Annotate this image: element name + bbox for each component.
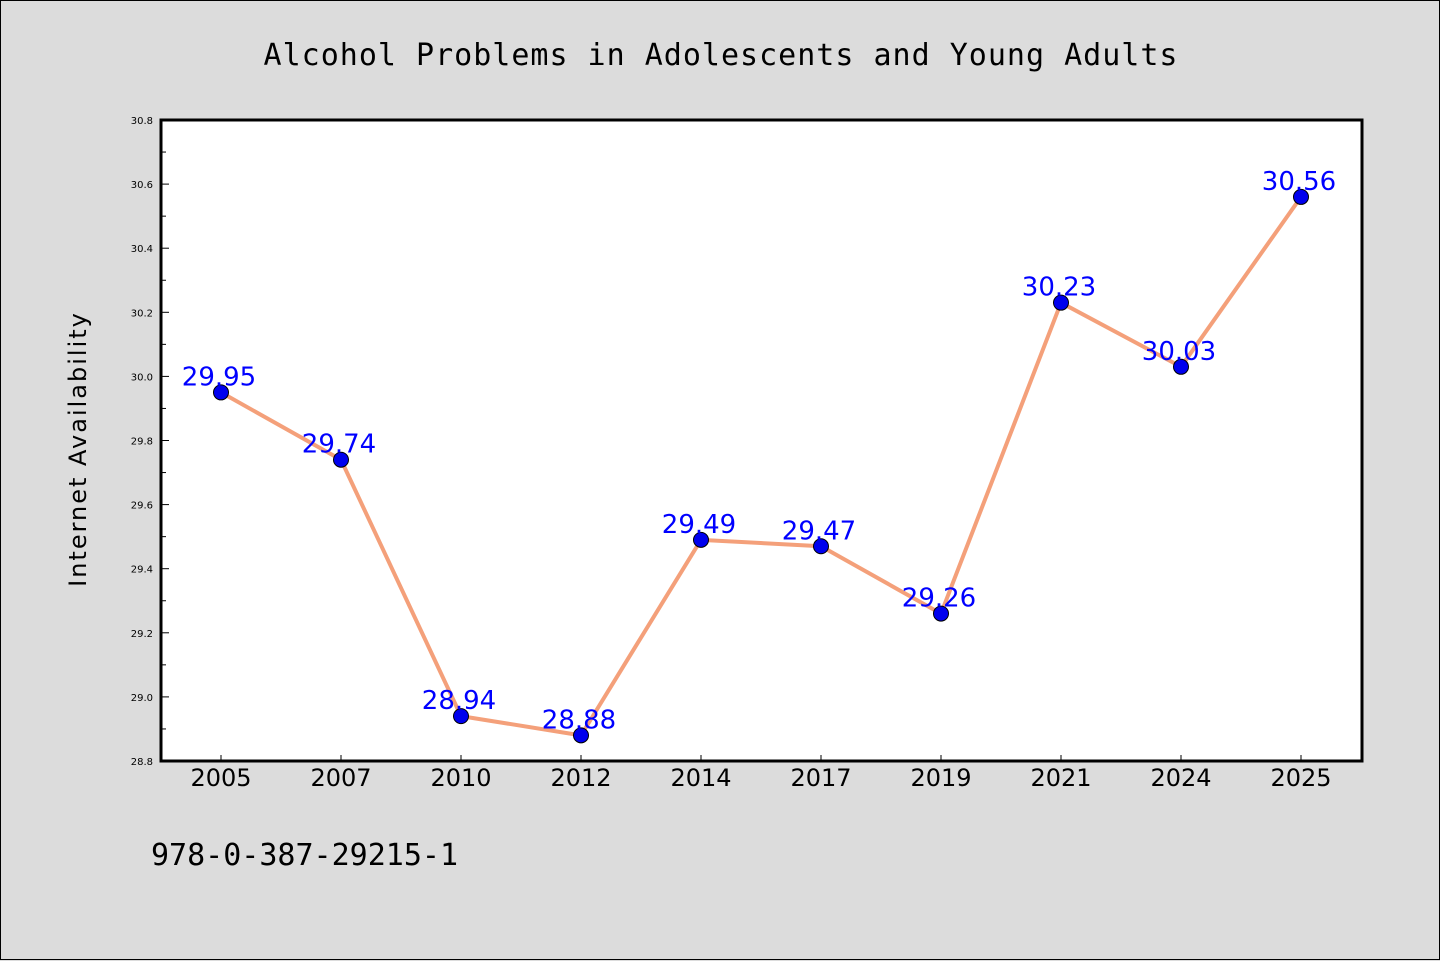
data-point bbox=[813, 538, 829, 555]
x-tick-label: 2017 bbox=[790, 764, 851, 792]
y-tick-label: 30.0 bbox=[131, 372, 153, 383]
y-tick-label: 30.8 bbox=[131, 116, 153, 127]
chart-title: Alcohol Problems in Adolescents and Youn… bbox=[264, 38, 1179, 73]
footer-code: 978-0-387-29215-1 bbox=[151, 838, 458, 873]
data-label: 29.74 bbox=[302, 430, 376, 460]
y-axis-label: Internet Availability bbox=[64, 311, 92, 587]
data-point bbox=[1173, 358, 1189, 375]
y-tick-label: 29.6 bbox=[131, 501, 153, 512]
plot-area bbox=[159, 118, 1364, 763]
data-point bbox=[453, 708, 469, 725]
x-tick-label: 2010 bbox=[430, 764, 491, 792]
data-point bbox=[933, 605, 949, 622]
data-point bbox=[573, 727, 589, 744]
x-tick-label: 2012 bbox=[550, 764, 611, 792]
data-label: 29.26 bbox=[902, 584, 976, 614]
x-tick-label: 2014 bbox=[670, 764, 731, 792]
y-tick-label: 29.2 bbox=[131, 629, 153, 640]
data-label: 29.49 bbox=[662, 510, 736, 540]
y-tick-label: 29.4 bbox=[131, 565, 153, 576]
series-line bbox=[220, 195, 1303, 738]
data-label: 29.95 bbox=[182, 362, 256, 392]
x-axis: 2005 2007 2010 2012 2014 2017 2019 2021 2024 2025 bbox=[190, 755, 1332, 792]
y-tick-label: 29.8 bbox=[131, 437, 153, 448]
x-tick-label: 2024 bbox=[1150, 764, 1211, 792]
y-tick-label: 29.0 bbox=[131, 693, 153, 704]
data-point bbox=[1293, 188, 1309, 205]
x-tick-label: 2025 bbox=[1270, 764, 1331, 792]
x-tick-label: 2021 bbox=[1030, 764, 1091, 792]
y-axis: 28.8 29.0 29.2 29.4 29.6 29.8 30.0 30.2 30.4 30.6… bbox=[131, 116, 169, 768]
x-tick-label: 2007 bbox=[310, 764, 371, 792]
data-label: 30.56 bbox=[1262, 167, 1336, 197]
y-tick-label: 30.2 bbox=[131, 308, 153, 319]
data-point bbox=[333, 451, 349, 468]
data-point bbox=[1053, 294, 1069, 311]
data-label: 29.47 bbox=[782, 516, 856, 546]
data-point bbox=[693, 531, 709, 548]
y-tick-label: 28.8 bbox=[131, 757, 153, 768]
data-label: 28.88 bbox=[542, 705, 616, 735]
data-label: 30.03 bbox=[1142, 337, 1216, 367]
x-tick-label: 2005 bbox=[190, 764, 251, 792]
data-label: 28.94 bbox=[422, 686, 496, 716]
y-tick-label: 30.6 bbox=[131, 180, 153, 191]
x-tick-label: 2019 bbox=[910, 764, 971, 792]
series-group: 29.95 29.74 28.94 28.88 29.49 29.47 29.26 30.23… bbox=[182, 167, 1336, 744]
data-point bbox=[213, 384, 229, 401]
data-label: 30.23 bbox=[1022, 273, 1096, 303]
y-tick-label: 30.4 bbox=[131, 244, 153, 255]
